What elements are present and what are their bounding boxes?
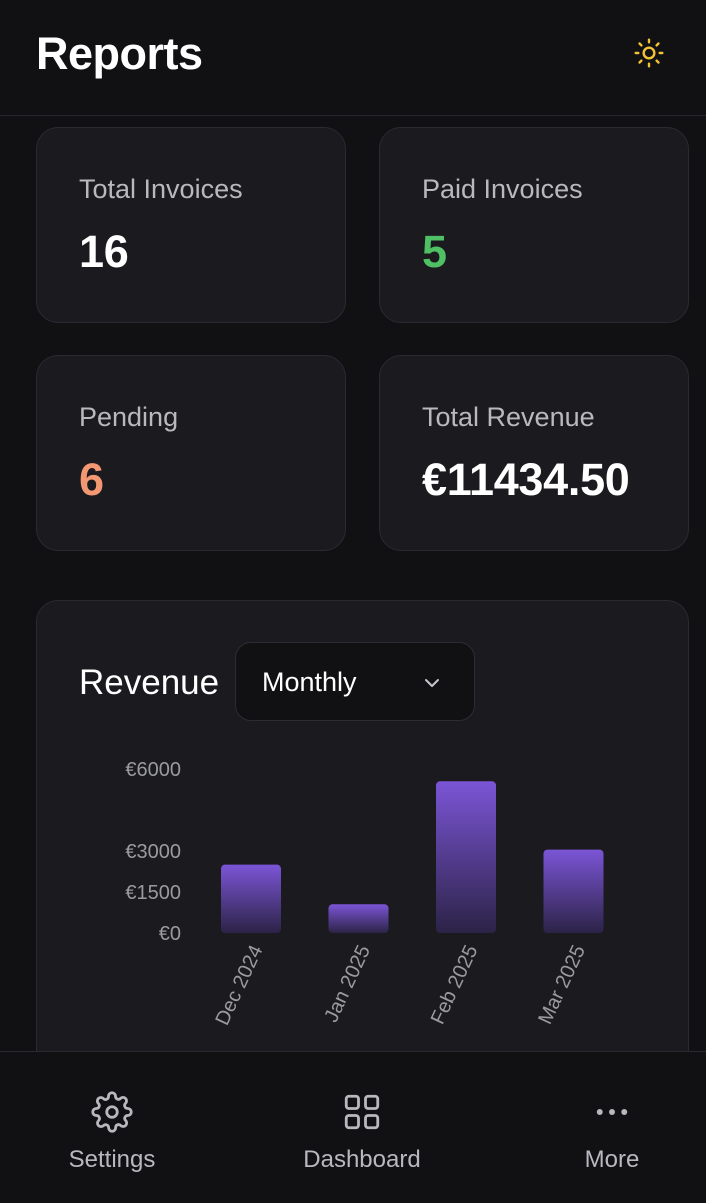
page-title: Reports [36, 28, 203, 79]
nav-item-more[interactable]: More [512, 1052, 706, 1203]
nav-item-dashboard[interactable]: Dashboard [262, 1052, 462, 1203]
revenue-title: Revenue [79, 663, 220, 702]
gear-icon [91, 1091, 133, 1133]
total-revenue-label: Total Revenue [422, 402, 595, 432]
y-tick-label: €6000 [125, 759, 181, 781]
x-tick-label: Dec 2024 [211, 942, 267, 1029]
chart-bar[interactable] [221, 864, 281, 933]
x-tick-label: Jan 2025 [320, 942, 375, 1026]
chart-bar[interactable] [543, 849, 604, 933]
paid-invoices-label: Paid Invoices [422, 174, 583, 204]
y-tick-label: €0 [159, 923, 181, 945]
nav-label-more: More [584, 1146, 640, 1173]
chevron-down-icon [425, 679, 439, 687]
paid-invoices-card: Paid Invoices 5 [379, 127, 689, 323]
paid-invoices-value: 5 [422, 226, 447, 277]
total-invoices-label: Total Invoices [79, 174, 243, 204]
chart-bar[interactable] [328, 904, 389, 933]
nav-label-settings: Settings [68, 1146, 156, 1173]
chart-bar[interactable] [436, 781, 496, 933]
pending-value: 6 [79, 454, 104, 505]
x-tick-label: Feb 2025 [427, 942, 483, 1028]
bottom-nav: Settings Dashboard More [0, 1051, 706, 1203]
total-invoices-card: Total Invoices 16 [36, 127, 346, 323]
total-invoices-value: 16 [79, 226, 129, 277]
period-select-value: Monthly [262, 667, 357, 697]
y-tick-label: €3000 [125, 841, 181, 863]
revenue-chart-card: Revenue Monthly €0 €1500 €3000 €6000 Dec 20… [36, 600, 689, 1120]
nav-label-dashboard: Dashboard [303, 1146, 421, 1173]
total-revenue-card: Total Revenue €11434.50 [379, 355, 689, 551]
pending-card: Pending 6 [36, 355, 346, 551]
y-tick-label: €1500 [125, 882, 181, 904]
grid-icon [344, 1094, 380, 1130]
period-select[interactable]: Monthly [235, 642, 475, 721]
more-horizontal-icon [596, 1109, 628, 1115]
nav-item-settings[interactable]: Settings [12, 1052, 212, 1203]
header: Reports [0, 0, 706, 116]
revenue-bar-chart: €0 €1500 €3000 €6000 Dec 2024 Jan 2025 Feb 20… [125, 759, 604, 1029]
pending-label: Pending [79, 402, 179, 432]
sun-icon [634, 38, 664, 68]
total-revenue-value: €11434.50 [422, 454, 630, 505]
x-tick-label: Mar 2025 [534, 942, 590, 1028]
theme-toggle-button[interactable] [628, 32, 670, 74]
